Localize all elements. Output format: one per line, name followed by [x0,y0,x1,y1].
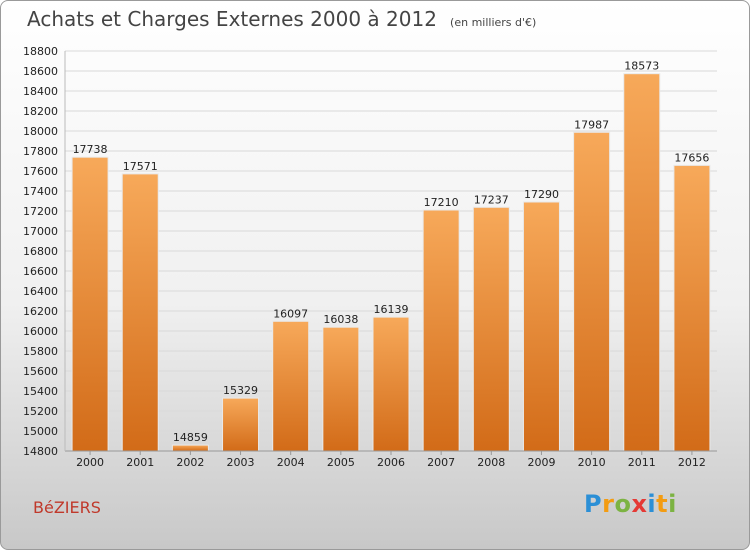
bar-2007 [422,209,460,452]
x-tick-label: 2008 [477,456,505,469]
value-label-2008: 17237 [474,193,509,206]
x-tick-label: 2000 [76,456,104,469]
x-tick-label: 2007 [427,456,455,469]
y-tick-label: 14800 [23,445,58,458]
bar-layer: 17738 17571 14859 15329 16097 16038 16139 17210… [71,60,711,452]
chart-unit: (en milliers d'€) [450,16,537,29]
y-tick-label: 17600 [23,165,58,178]
logo-letter: t [656,490,669,518]
x-tick-label: 2004 [277,456,305,469]
bar-2004 [272,320,310,452]
proxiti-logo: Proxiti [584,490,677,518]
logo-letter: o [614,490,632,518]
y-tick-label: 16600 [23,265,58,278]
value-label-2004: 16097 [273,307,308,320]
bar-2012 [673,164,711,452]
bar-2006 [372,316,410,452]
value-label-2000: 17738 [73,143,108,156]
bar-2010 [573,131,611,452]
logo-letter: i [668,490,677,518]
bar-2000 [71,156,109,452]
y-tick-label: 17800 [23,145,58,158]
value-label-2003: 15329 [223,384,258,397]
bar-2001 [121,173,159,452]
bar-2009 [522,201,560,452]
y-tick-label: 17400 [23,185,58,198]
x-tick-label: 2010 [578,456,606,469]
value-label-2006: 16139 [374,303,409,316]
value-label-2009: 17290 [524,188,559,201]
y-tick-label: 18200 [23,105,58,118]
chart-title-block: Achats et Charges Externes 2000 à 2012 (… [27,7,536,31]
bar-2008 [472,206,510,452]
bar-2002 [171,444,209,452]
value-label-2011: 18573 [624,60,659,73]
y-tick-label: 18000 [23,125,58,138]
x-tick-label: 2005 [327,456,355,469]
x-tick-label: 2009 [527,456,555,469]
value-label-2002: 14859 [173,431,208,444]
logo-letter: i [647,490,657,518]
y-tick-label: 17200 [23,205,58,218]
chart-title: Achats et Charges Externes 2000 à 2012 [27,7,437,31]
y-tick-label: 16000 [23,325,58,338]
y-tick-label: 15800 [23,345,58,358]
x-tick-label: 2002 [176,456,204,469]
x-tick-label: 2006 [377,456,405,469]
y-tick-label: 18600 [23,65,58,78]
axis-layer: 14800 15000 15200 15400 15600 15800 16000 16200… [23,45,717,469]
logo-letter: x [631,490,648,518]
x-tick-label: 2003 [227,456,255,469]
y-tick-label: 16200 [23,305,58,318]
x-tick-label: 2012 [678,456,706,469]
y-tick-label: 15000 [23,425,58,438]
y-tick-label: 16400 [23,285,58,298]
value-label-2001: 17571 [123,160,158,173]
x-tick-label: 2011 [628,456,656,469]
x-tick-label: 2001 [126,456,154,469]
y-tick-label: 15600 [23,365,58,378]
value-label-2007: 17210 [424,196,459,209]
value-label-2010: 17987 [574,118,609,131]
y-tick-label: 15400 [23,385,58,398]
value-label-2012: 17656 [674,151,709,164]
bar-2011 [623,73,661,452]
logo-letter: P [584,490,603,518]
y-tick-label: 16800 [23,245,58,258]
y-tick-label: 18800 [23,45,58,58]
city-label: BéZIERS [33,498,101,517]
y-tick-label: 15200 [23,405,58,418]
logo-letter: r [602,490,615,518]
bar-2005 [322,326,360,452]
y-tick-label: 17000 [23,225,58,238]
value-label-2005: 16038 [323,313,358,326]
y-tick-label: 18400 [23,85,58,98]
bar-2003 [222,397,260,452]
